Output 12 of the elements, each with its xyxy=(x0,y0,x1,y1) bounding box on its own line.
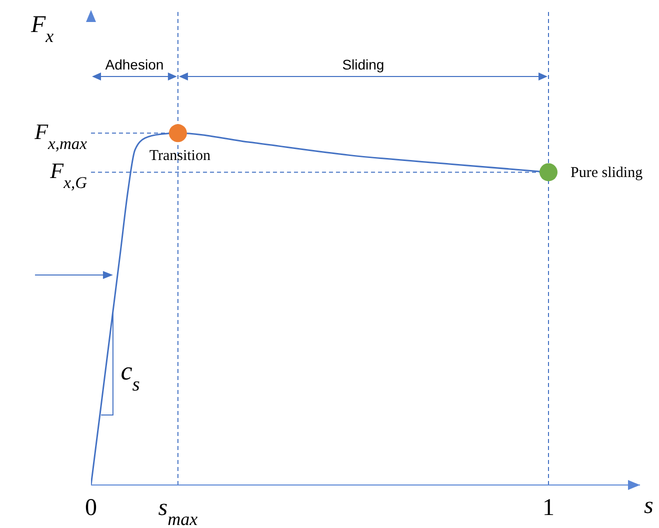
annotation: Pure sliding xyxy=(570,165,644,182)
ref-line-label: F$_{x,max}$ xyxy=(34,119,88,153)
text: Sliding xyxy=(342,56,384,72)
text: Adhesion xyxy=(105,56,164,72)
annotation: c$_{s}$ xyxy=(120,356,140,395)
ref-line-label: F$_{x,G}$ xyxy=(49,158,88,192)
x-tick-label: 0 xyxy=(85,495,97,521)
x-tick-label: 1 xyxy=(542,495,554,521)
y-axis-title: F$_{x}$ xyxy=(30,12,54,46)
x-tick-label: s$_{max}$ xyxy=(158,495,198,528)
x-axis-title: s xyxy=(644,493,654,519)
annotation: Transition xyxy=(149,148,211,164)
